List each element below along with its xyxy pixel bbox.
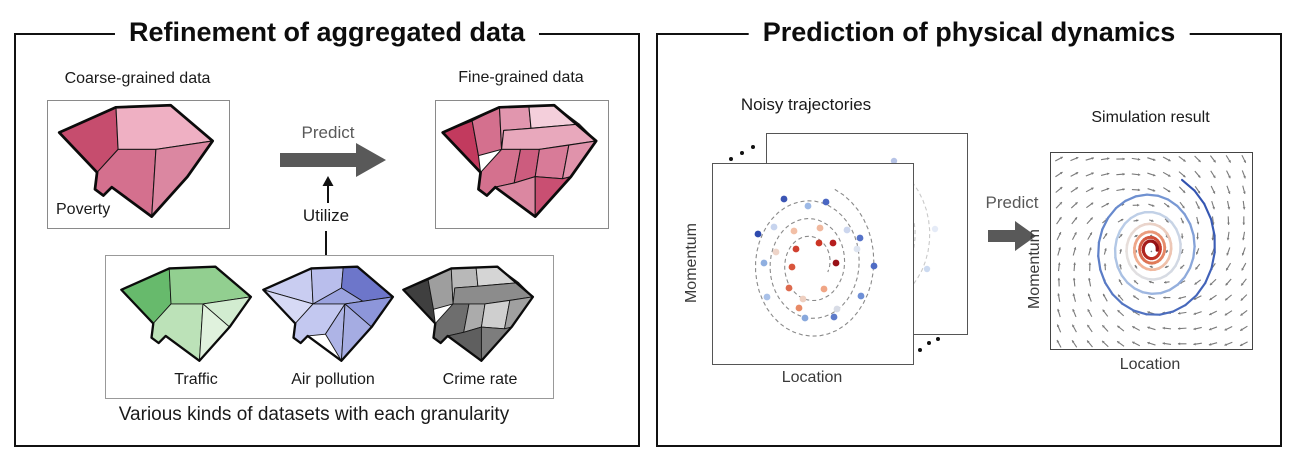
simulation-plot — [1050, 152, 1253, 350]
momentum-axis-label-sim: Momentum — [1026, 228, 1043, 310]
predict-arrow-right-icon — [988, 221, 1036, 251]
utilize-label: Utilize — [302, 206, 350, 225]
predict-label-right: Predict — [985, 193, 1039, 212]
air-pollution-map — [262, 265, 395, 362]
crime-rate-label: Crime rate — [442, 371, 518, 388]
location-axis-label-sim: Location — [1119, 356, 1181, 373]
left-panel-title: Refinement of aggregated data — [114, 17, 540, 48]
trajectory-plot-front — [712, 163, 914, 365]
simulation-result-label: Simulation result — [1091, 109, 1210, 126]
traffic-label: Traffic — [174, 371, 218, 388]
crime-rate-map — [402, 265, 535, 362]
fine-map — [441, 103, 598, 218]
poverty-label: Poverty — [56, 201, 111, 218]
momentum-axis-label-noisy: Momentum — [683, 222, 700, 304]
air-pollution-label: Air pollution — [291, 371, 375, 388]
utilize-up-arrow-icon — [322, 176, 334, 203]
datasets-caption: Various kinds of datasets with each gran… — [118, 404, 510, 425]
predict-arrow-icon — [280, 143, 386, 177]
fine-data-label: Fine-grained data — [458, 69, 584, 86]
utilize-connector-line — [325, 231, 327, 255]
predict-label-left: Predict — [301, 123, 355, 142]
traffic-map — [120, 265, 253, 362]
location-axis-label-noisy: Location — [781, 369, 843, 386]
poverty-map — [57, 103, 215, 218]
right-panel-title: Prediction of physical dynamics — [748, 17, 1190, 48]
fine-map-box — [435, 100, 609, 229]
noisy-trajectories-label: Noisy trajectories — [740, 95, 872, 114]
coarse-data-label: Coarse-grained data — [64, 70, 211, 87]
coarse-map-box — [47, 100, 230, 229]
